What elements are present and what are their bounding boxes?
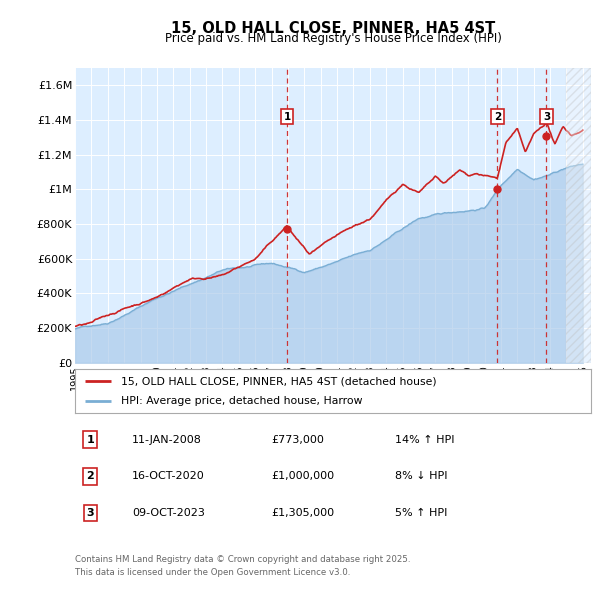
Text: HPI: Average price, detached house, Harrow: HPI: Average price, detached house, Harr… <box>121 396 363 405</box>
Text: 3: 3 <box>86 508 94 518</box>
Text: 1: 1 <box>86 435 94 445</box>
Text: 15, OLD HALL CLOSE, PINNER, HA5 4ST (detached house): 15, OLD HALL CLOSE, PINNER, HA5 4ST (det… <box>121 376 437 386</box>
Text: 2: 2 <box>86 471 94 481</box>
Text: 8% ↓ HPI: 8% ↓ HPI <box>395 471 448 481</box>
Text: Contains HM Land Registry data © Crown copyright and database right 2025.: Contains HM Land Registry data © Crown c… <box>75 555 410 563</box>
Text: Price paid vs. HM Land Registry's House Price Index (HPI): Price paid vs. HM Land Registry's House … <box>164 32 502 45</box>
Text: 14% ↑ HPI: 14% ↑ HPI <box>395 435 454 445</box>
Text: This data is licensed under the Open Government Licence v3.0.: This data is licensed under the Open Gov… <box>75 568 350 576</box>
Text: £773,000: £773,000 <box>271 435 324 445</box>
Text: 09-OCT-2023: 09-OCT-2023 <box>132 508 205 518</box>
Text: £1,000,000: £1,000,000 <box>271 471 334 481</box>
Text: 15, OLD HALL CLOSE, PINNER, HA5 4ST: 15, OLD HALL CLOSE, PINNER, HA5 4ST <box>171 21 495 35</box>
Text: 5% ↑ HPI: 5% ↑ HPI <box>395 508 447 518</box>
Text: £1,305,000: £1,305,000 <box>271 508 334 518</box>
Text: 2: 2 <box>494 112 501 122</box>
Text: 11-JAN-2008: 11-JAN-2008 <box>132 435 202 445</box>
Text: 16-OCT-2020: 16-OCT-2020 <box>132 471 205 481</box>
Text: 3: 3 <box>543 112 550 122</box>
Text: 1: 1 <box>284 112 291 122</box>
